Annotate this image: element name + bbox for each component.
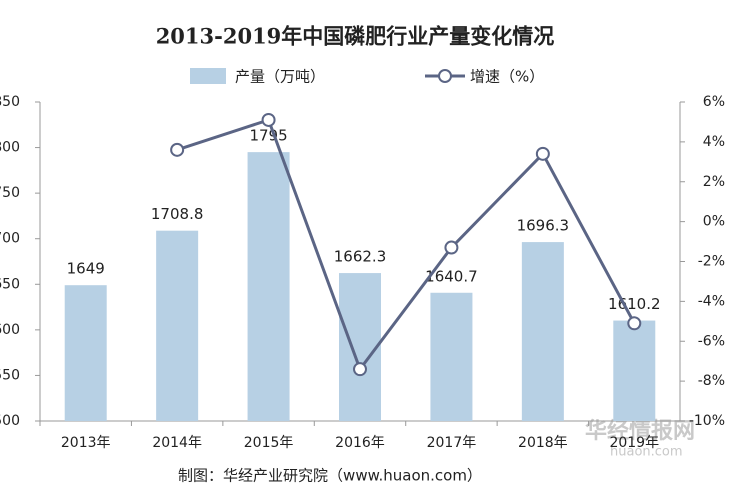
line-marker (170, 142, 185, 157)
bar (613, 320, 656, 421)
x-tick-label: 2018年 (518, 435, 568, 451)
legend-label: 产量（万吨） (235, 68, 325, 86)
y2-tick-label: 0% (703, 214, 725, 230)
bar-value-label: 1649 (67, 260, 105, 278)
y-tick-label: 1550 (0, 367, 20, 383)
y2-tick-label: 6% (703, 94, 725, 110)
watermark-url: huaon.com (610, 445, 683, 460)
bar (521, 242, 564, 421)
bar-value-label: 1795 (249, 127, 287, 145)
y2-tick-label: -2% (698, 254, 725, 270)
line (176, 118, 636, 373)
y-tick-label: 1850 (0, 94, 20, 110)
y2-tick-label: -8% (698, 373, 725, 389)
y-tick-label: 1800 (0, 140, 20, 156)
y2-tick-label: -6% (698, 333, 725, 349)
legend-label: 增速（%） (470, 68, 544, 86)
y-tick-label: 1600 (0, 322, 20, 338)
source: 制图：华经产业研究院（www.huaon.com） (178, 467, 482, 485)
x-tick-label: 2017年 (427, 435, 477, 451)
bar (430, 292, 473, 421)
line-marker (627, 316, 642, 331)
line-marker (444, 240, 459, 255)
bar-value-label: 1696.3 (517, 217, 570, 235)
bar-value-label: 1662.3 (334, 248, 387, 266)
bar (247, 152, 290, 421)
y-tick-label: 1650 (0, 276, 20, 292)
y-tick-label: 1700 (0, 231, 20, 247)
y2-tick-label: 4% (703, 134, 725, 150)
bar-value-label: 1640.7 (425, 267, 478, 285)
y2-tick-label: -4% (698, 293, 725, 309)
bar (339, 273, 381, 421)
bar (64, 285, 107, 421)
y2-tick-label: 2% (703, 174, 725, 190)
line-marker (535, 146, 550, 161)
chart-title: 2013-2019年中国磷肥行业产量变化情况 (156, 24, 555, 49)
x-tick-label: 2019年 (609, 435, 659, 451)
x-tick-label: 2016年 (335, 435, 385, 451)
bar (156, 230, 199, 421)
y-tick-label: 1500 (0, 413, 20, 429)
line-marker (353, 362, 367, 377)
bar-value-label: 1708.8 (151, 205, 204, 223)
y2-tick-label: -10% (689, 413, 725, 429)
x-tick-label: 2015年 (244, 435, 294, 451)
line-marker (261, 112, 276, 127)
legend-swatch (190, 68, 226, 84)
bar-value-label: 1610.2 (608, 295, 661, 313)
x-tick-label: 2013年 (61, 435, 111, 451)
legend-swatch-marker (438, 69, 452, 83)
y-tick-label: 1750 (0, 185, 20, 201)
x-tick-label: 2014年 (152, 435, 202, 451)
watermark: 华经情报网 (585, 418, 695, 444)
